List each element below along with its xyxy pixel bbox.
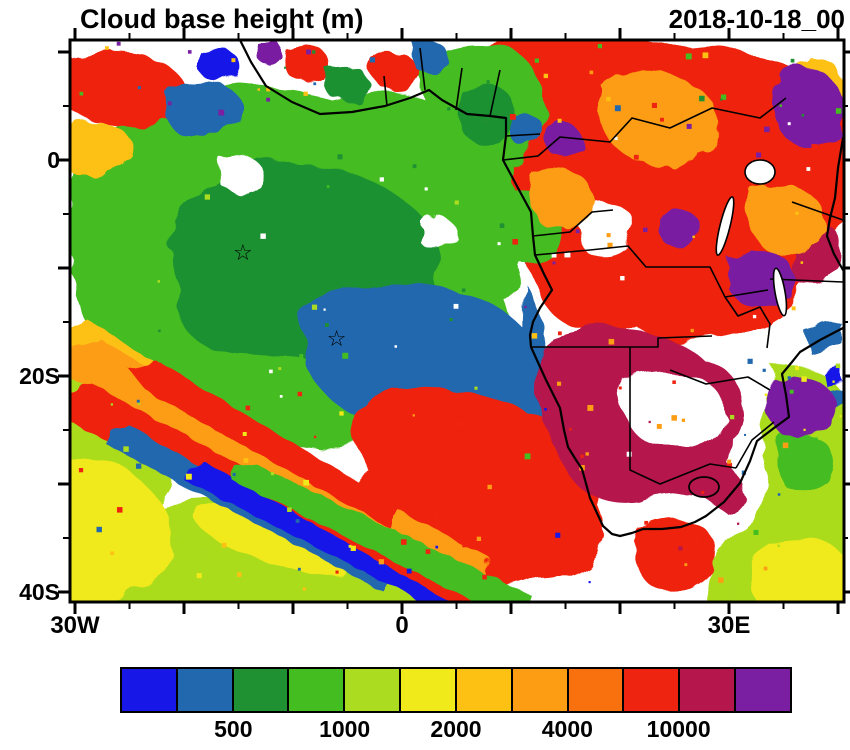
- colorbar: [120, 667, 792, 713]
- x-axis-label-30w: 30W: [50, 612, 100, 639]
- colorbar-cell-3: [287, 669, 344, 711]
- colorbar-cell-7: [510, 669, 567, 711]
- star-marker-0: ☆: [233, 241, 253, 266]
- colorbar-label-4000: 4000: [541, 716, 593, 742]
- x-axis-label-0: 0: [395, 612, 409, 639]
- y-axis-label-20s: 20S: [19, 363, 60, 389]
- colorbar-cell-6: [454, 669, 511, 711]
- plot-title: Cloud base height (m): [80, 4, 364, 34]
- colorbar-cell-4: [343, 669, 400, 711]
- star-marker-1: ☆: [327, 327, 347, 352]
- y-axis-label-40s: 40S: [19, 579, 60, 605]
- colorbar-cell-5: [399, 669, 455, 711]
- colorbar-cell-9: [622, 669, 679, 711]
- colorbar-cell-0: [122, 669, 176, 711]
- colorbar-cell-2: [231, 669, 288, 711]
- map-plot: ☆☆: [70, 40, 845, 602]
- plot-timestamp: 2018-10-18_00: [668, 4, 845, 34]
- colorbar-label-2000: 2000: [430, 716, 482, 742]
- colorbar-cell-1: [175, 669, 232, 711]
- colorbar-label-10000: 10000: [646, 716, 711, 742]
- y-axis-label-0: 0: [47, 147, 60, 173]
- colorbar-label-1000: 1000: [319, 716, 371, 742]
- colorbar-cell-10: [678, 669, 735, 711]
- x-axis-label-30e: 30E: [707, 612, 751, 639]
- colorbar-label-500: 500: [214, 716, 253, 742]
- colorbar-cell-11: [734, 669, 790, 711]
- colorbar-cell-8: [566, 669, 623, 711]
